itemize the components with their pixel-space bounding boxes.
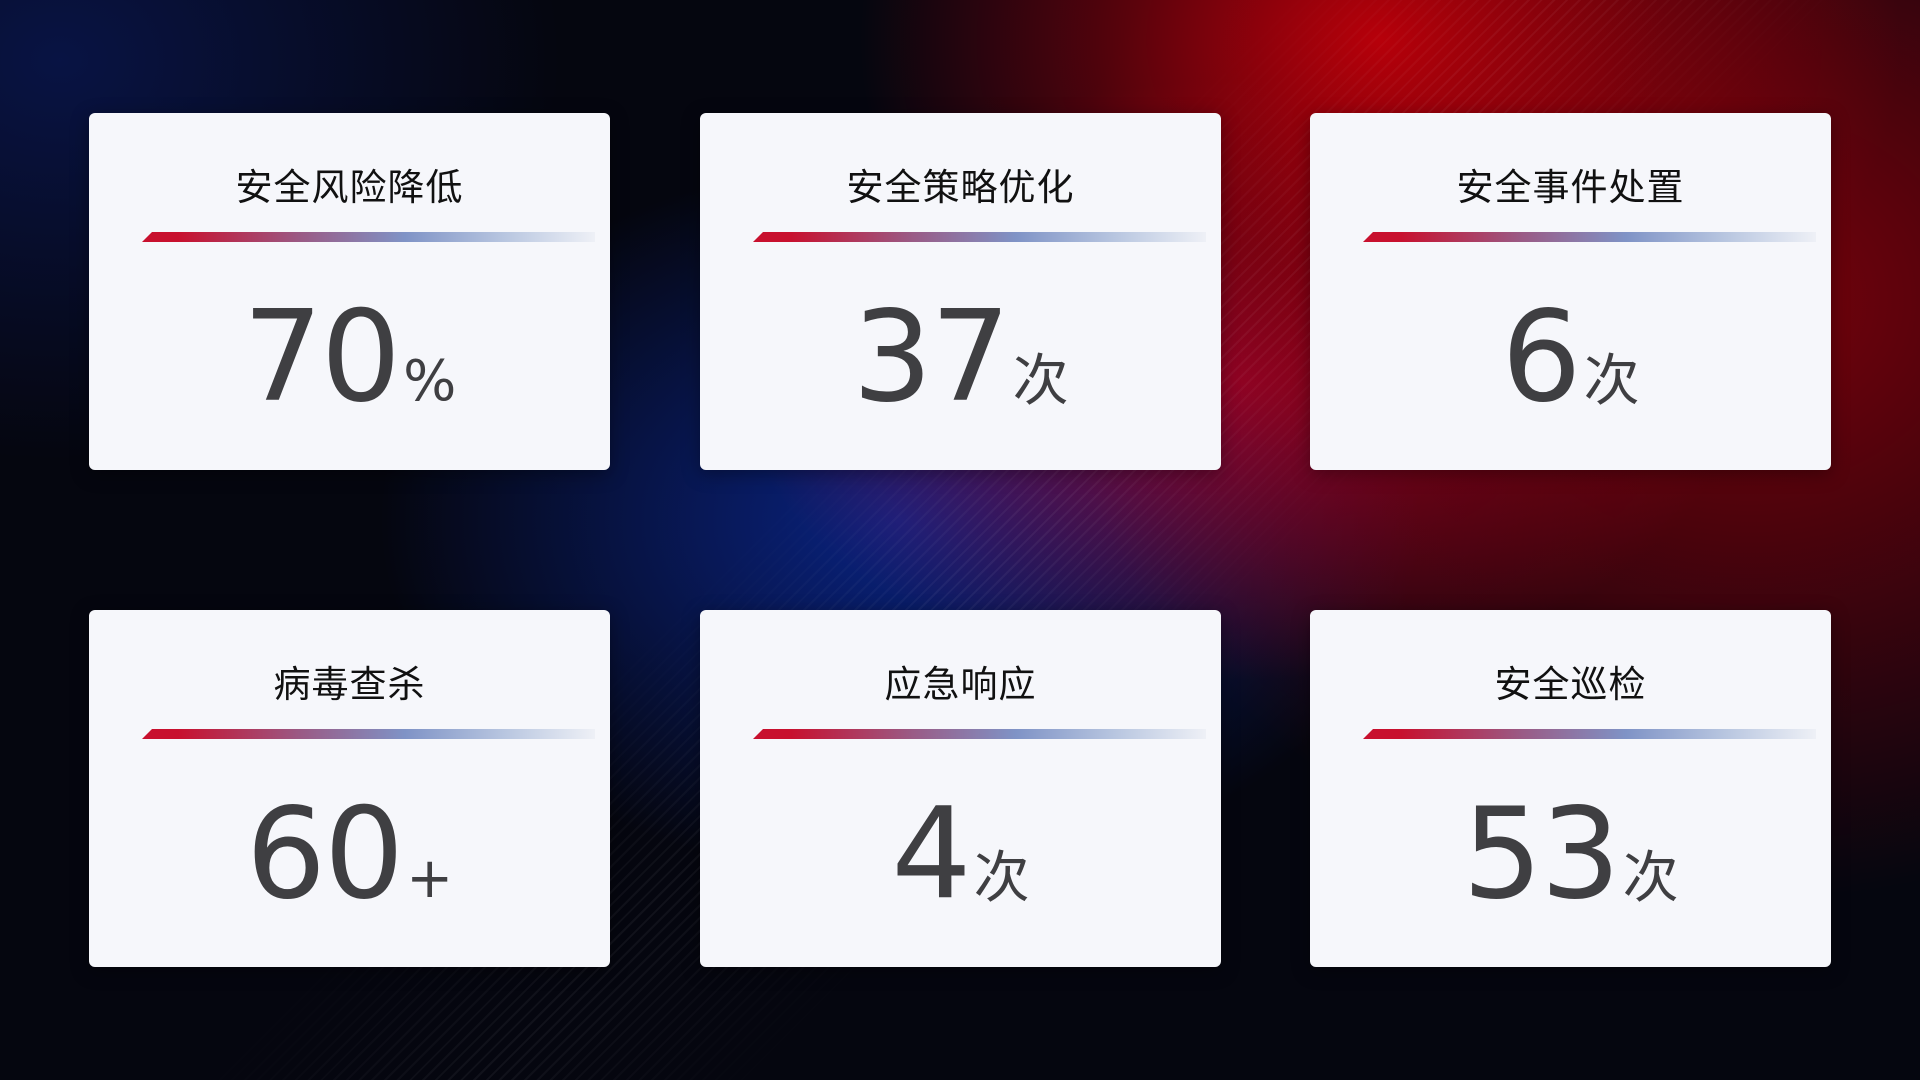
value-number: 4 [891,780,971,927]
stat-card-policy-optimization: 安全策略优化 37次 [700,113,1221,470]
gradient-divider [1363,729,1816,739]
value-number: 60 [245,780,404,927]
card-value: 37次 [700,283,1221,430]
value-unit: + [406,846,454,911]
value-number: 6 [1501,283,1581,430]
card-title: 安全风险降低 [235,166,464,209]
value-number: 37 [852,283,1010,430]
stat-card-incident-handling: 安全事件处置 6次 [1310,113,1831,470]
value-unit: 次 [1583,349,1640,414]
card-title: 安全巡检 [1494,663,1647,706]
card-value: 60+ [89,780,610,927]
card-title: 安全策略优化 [846,166,1075,209]
card-value: 4次 [700,780,1221,927]
value-unit: 次 [1622,846,1679,911]
card-title: 应急响应 [884,663,1037,706]
value-unit: % [403,349,457,414]
card-title: 安全事件处置 [1456,166,1685,209]
stat-card-virus-removal: 病毒查杀 60+ [89,610,610,967]
stat-card-emergency-response: 应急响应 4次 [700,610,1221,967]
value-number: 70 [242,283,401,430]
gradient-divider [1363,232,1816,242]
card-title: 病毒查杀 [273,663,426,706]
value-unit: 次 [1012,349,1069,414]
value-unit: 次 [973,846,1030,911]
stat-card-security-inspection: 安全巡检 53次 [1310,610,1831,967]
value-number: 53 [1462,780,1620,927]
card-value: 53次 [1310,780,1831,927]
gradient-divider [753,729,1206,739]
gradient-divider [142,729,595,739]
card-value: 70% [89,283,610,430]
stat-card-risk-reduction: 安全风险降低 70% [89,113,610,470]
card-value: 6次 [1310,283,1831,430]
gradient-divider [753,232,1206,242]
gradient-divider [142,232,595,242]
